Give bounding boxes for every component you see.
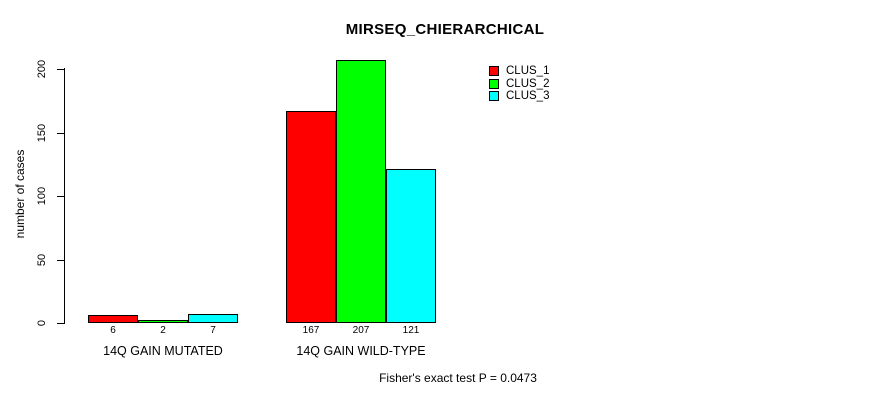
legend-item: CLUS_3 (489, 90, 549, 103)
legend-swatch (489, 78, 499, 89)
y-tick-label: 100 (36, 186, 48, 206)
y-tick-mark (57, 196, 64, 197)
y-tick-mark (57, 69, 64, 70)
bar (88, 315, 138, 323)
legend-item: CLUS_2 (489, 78, 549, 91)
y-axis-line (64, 68, 65, 324)
bar-value-label: 6 (110, 325, 116, 336)
category-label: 14Q GAIN MUTATED (103, 344, 223, 358)
y-tick-mark (57, 260, 64, 261)
bar-value-label: 7 (210, 325, 216, 336)
bar (286, 111, 336, 323)
y-tick-label: 200 (36, 59, 48, 79)
bar-value-label: 121 (402, 325, 420, 336)
legend-label: CLUS_2 (506, 77, 550, 90)
bar (386, 169, 436, 323)
y-tick-mark (57, 133, 64, 134)
y-tick-mark (57, 323, 64, 324)
legend-item: CLUS_1 (489, 65, 549, 78)
legend-swatch (489, 91, 499, 102)
y-axis-title: number of cases (13, 149, 27, 239)
bar (336, 60, 386, 323)
chart-title: MIRSEQ_CHIERARCHICAL (345, 21, 545, 38)
legend: CLUS_1 CLUS_2 CLUS_3 (489, 65, 549, 103)
legend-label: CLUS_3 (506, 90, 550, 103)
y-tick-label: 50 (36, 253, 48, 267)
bar (138, 320, 188, 323)
y-tick-label: 150 (36, 123, 48, 143)
y-tick-label: 0 (36, 319, 48, 327)
bar (188, 314, 238, 323)
bar-value-label: 2 (160, 325, 166, 336)
bar-value-label: 167 (302, 325, 320, 336)
legend-label: CLUS_1 (506, 65, 550, 78)
category-label: 14Q GAIN WILD-TYPE (296, 344, 426, 358)
legend-swatch (489, 66, 499, 77)
fisher-test-annotation: Fisher's exact test P = 0.0473 (379, 371, 537, 385)
bar-value-label: 207 (352, 325, 370, 336)
